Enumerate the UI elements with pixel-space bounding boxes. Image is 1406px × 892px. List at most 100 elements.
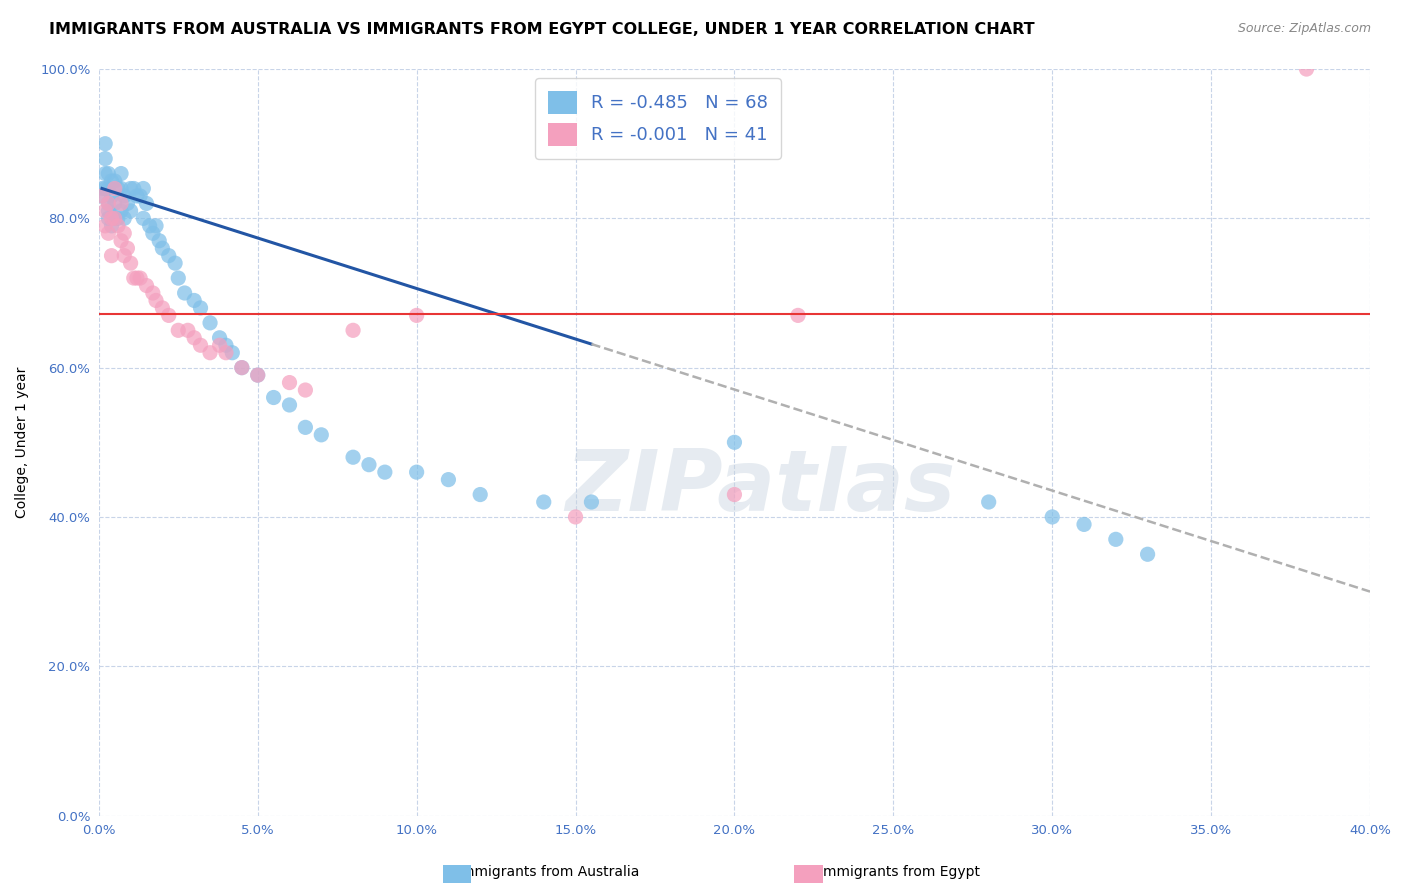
Point	[122, 271, 145, 285]
Point	[246, 368, 269, 383]
Point	[94, 152, 117, 166]
Point	[107, 219, 129, 233]
Point	[100, 174, 122, 188]
Point	[198, 316, 221, 330]
Point	[91, 181, 114, 195]
Point	[1105, 533, 1128, 547]
Point	[100, 249, 122, 263]
Point	[294, 383, 316, 397]
Point	[135, 196, 157, 211]
Point	[167, 323, 190, 337]
Point	[94, 181, 117, 195]
Point	[190, 338, 212, 352]
Point	[94, 167, 117, 181]
Legend: R = -0.485   N = 68, R = -0.001   N = 41: R = -0.485 N = 68, R = -0.001 N = 41	[536, 78, 780, 159]
Point	[150, 301, 173, 315]
Point	[437, 473, 460, 487]
Point	[190, 301, 212, 315]
Point	[157, 249, 180, 263]
Point	[221, 345, 243, 359]
Point	[117, 196, 139, 211]
Point	[135, 278, 157, 293]
Point	[1295, 62, 1317, 76]
Point	[112, 227, 135, 241]
Text: ZIPatlas: ZIPatlas	[565, 446, 955, 529]
Point	[112, 211, 135, 226]
Text: Source: ZipAtlas.com: Source: ZipAtlas.com	[1237, 22, 1371, 36]
Point	[581, 495, 603, 509]
Point	[112, 249, 135, 263]
Point	[125, 271, 148, 285]
Point	[311, 427, 333, 442]
Point	[470, 487, 492, 501]
Point	[104, 181, 127, 195]
Point	[145, 219, 167, 233]
Point	[110, 167, 132, 181]
Point	[183, 293, 205, 308]
Point	[110, 203, 132, 218]
Point	[787, 309, 810, 323]
Point	[129, 189, 152, 203]
Point	[1073, 517, 1095, 532]
Point	[117, 241, 139, 255]
Point	[100, 219, 122, 233]
Point	[104, 196, 127, 211]
Point	[104, 211, 127, 226]
Point	[148, 234, 170, 248]
Point	[91, 189, 114, 203]
Point	[97, 227, 120, 241]
Point	[97, 181, 120, 195]
Point	[183, 331, 205, 345]
Point	[138, 219, 160, 233]
Point	[132, 181, 155, 195]
Point	[357, 458, 380, 472]
Point	[94, 203, 117, 218]
Point	[107, 211, 129, 226]
Text: Immigrants from Egypt: Immigrants from Egypt	[820, 865, 980, 880]
Point	[564, 510, 586, 524]
Point	[278, 398, 301, 412]
Point	[231, 360, 253, 375]
Point	[208, 338, 231, 352]
Point	[94, 136, 117, 151]
Point	[198, 345, 221, 359]
Point	[208, 331, 231, 345]
Point	[145, 293, 167, 308]
Point	[110, 196, 132, 211]
Point	[215, 338, 238, 352]
Point	[173, 285, 195, 300]
Point	[263, 391, 285, 405]
Point	[342, 450, 364, 465]
Point	[104, 174, 127, 188]
Point	[142, 285, 165, 300]
Point	[533, 495, 555, 509]
Text: Immigrants from Australia: Immigrants from Australia	[457, 865, 640, 880]
Point	[97, 196, 120, 211]
Point	[97, 196, 120, 211]
Point	[165, 256, 187, 270]
Point	[1136, 547, 1159, 561]
Point	[177, 323, 200, 337]
Point	[977, 495, 1000, 509]
Point	[157, 309, 180, 323]
Point	[107, 181, 129, 195]
Point	[1040, 510, 1063, 524]
Y-axis label: College, Under 1 year: College, Under 1 year	[15, 367, 30, 518]
Point	[142, 227, 165, 241]
Point	[120, 203, 142, 218]
Point	[104, 211, 127, 226]
Point	[97, 211, 120, 226]
Point	[125, 189, 148, 203]
Point	[94, 219, 117, 233]
Point	[120, 256, 142, 270]
Point	[91, 189, 114, 203]
Point	[374, 465, 396, 479]
Text: IMMIGRANTS FROM AUSTRALIA VS IMMIGRANTS FROM EGYPT COLLEGE, UNDER 1 YEAR CORRELA: IMMIGRANTS FROM AUSTRALIA VS IMMIGRANTS …	[49, 22, 1035, 37]
Point	[215, 345, 238, 359]
Point	[129, 271, 152, 285]
Point	[132, 211, 155, 226]
Point	[405, 465, 427, 479]
Point	[167, 271, 190, 285]
Point	[294, 420, 316, 434]
Point	[246, 368, 269, 383]
